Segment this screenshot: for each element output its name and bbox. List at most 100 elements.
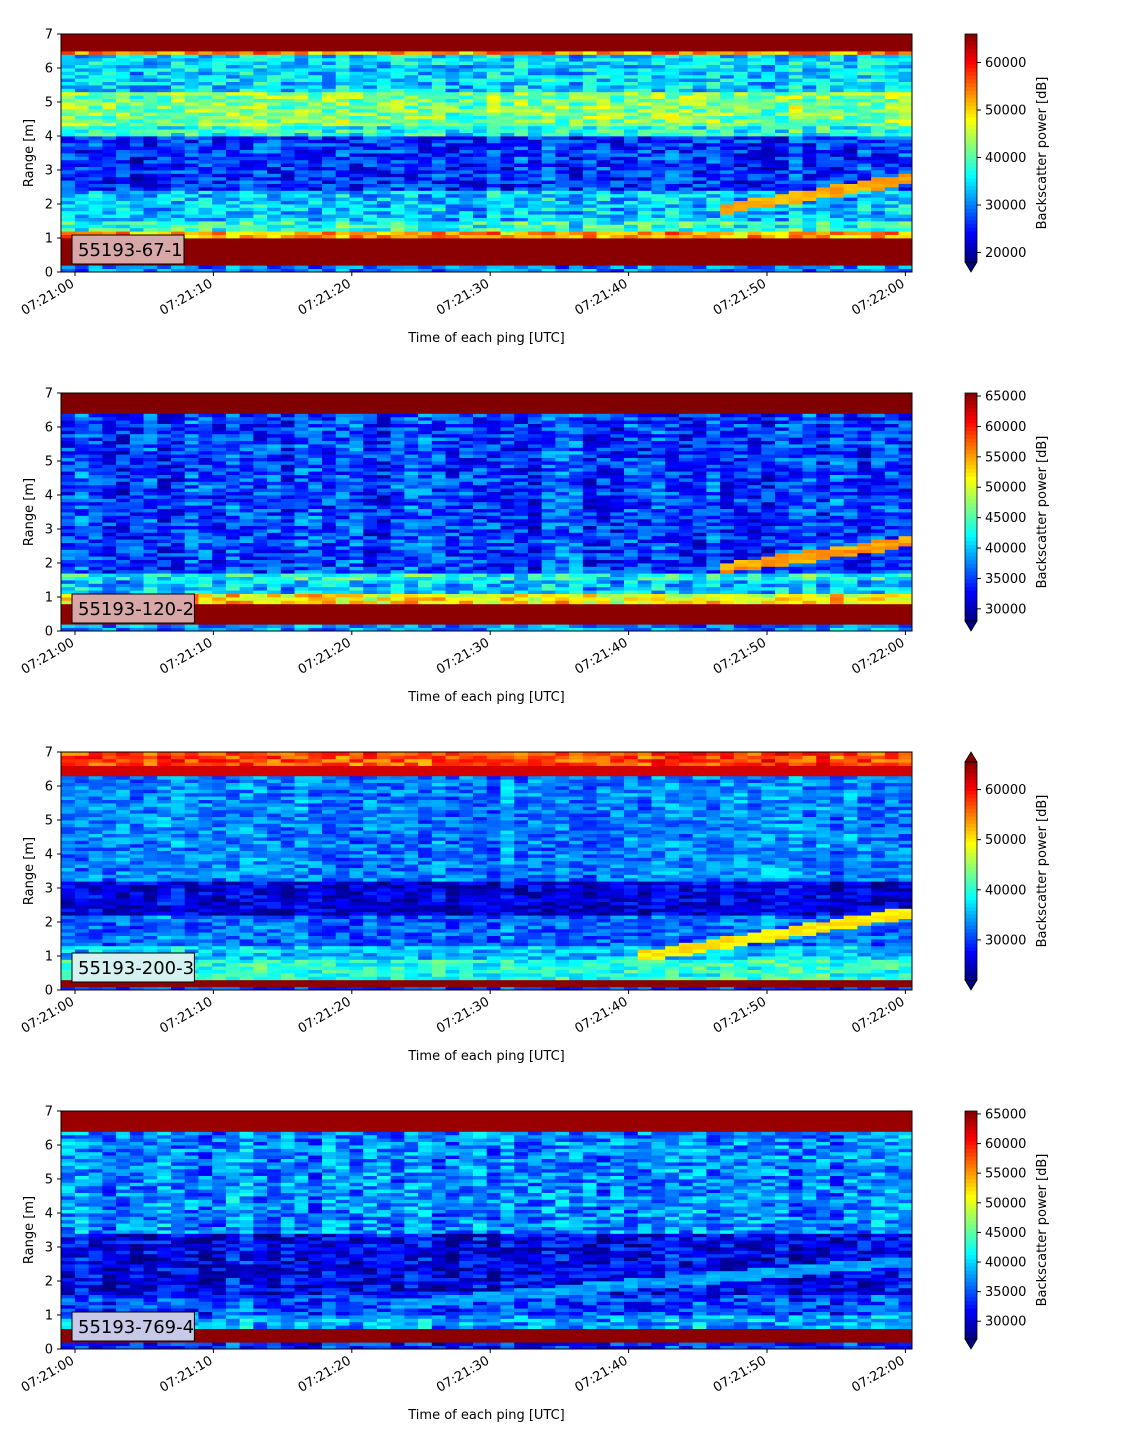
y-axis-label: Range [m] bbox=[22, 119, 37, 187]
colorbar-segment bbox=[965, 1255, 977, 1259]
colorbar-tick-label: 60000 bbox=[985, 56, 1026, 71]
colorbar-segment bbox=[965, 133, 977, 137]
x-tick-label: 07:21:20 bbox=[296, 635, 354, 677]
colorbar-segment bbox=[965, 412, 977, 416]
colorbar-segment bbox=[965, 1153, 977, 1157]
y-tick-label: 5 bbox=[45, 1173, 53, 1188]
colorbar-segment bbox=[965, 1164, 977, 1168]
y-tick-label: 4 bbox=[45, 130, 53, 145]
colorbar-segment bbox=[965, 606, 977, 610]
colorbar-segment bbox=[965, 1229, 977, 1233]
colorbar-segment bbox=[965, 813, 977, 817]
colorbar-extend-min bbox=[965, 980, 977, 990]
colorbar-segment bbox=[965, 526, 977, 530]
y-tick-label: 0 bbox=[45, 984, 53, 999]
colorbar-segment bbox=[965, 1119, 977, 1123]
colorbar-tick-label: 20000 bbox=[985, 246, 1026, 261]
colorbar-segment bbox=[965, 1149, 977, 1153]
colorbar-segment bbox=[965, 955, 977, 959]
colorbar-segment bbox=[965, 1115, 977, 1119]
y-tick-label: 6 bbox=[45, 62, 53, 77]
colorbar-tick-label: 30000 bbox=[985, 933, 1026, 948]
colorbar-segment bbox=[965, 68, 977, 72]
panel-label: 55193-200-3 bbox=[78, 958, 194, 979]
colorbar-segment bbox=[965, 835, 977, 839]
colorbar-segment bbox=[965, 140, 977, 144]
colorbar-segment bbox=[965, 541, 977, 545]
colorbar-segment bbox=[965, 499, 977, 503]
colorbar-tick-label: 45000 bbox=[985, 511, 1026, 526]
colorbar-segment bbox=[965, 454, 977, 458]
colorbar-segment bbox=[965, 867, 977, 871]
colorbar-segment bbox=[965, 1126, 977, 1130]
colorbar-segment bbox=[965, 1282, 977, 1286]
colorbar-segment bbox=[965, 849, 977, 853]
colorbar-segment bbox=[965, 560, 977, 564]
colorbar-extend-max bbox=[965, 752, 977, 762]
x-tick-label: 07:22:00 bbox=[849, 994, 907, 1036]
colorbar-segment bbox=[965, 817, 977, 821]
colorbar-label: Backscatter power [dB] bbox=[1035, 77, 1050, 230]
colorbar-segment bbox=[965, 918, 977, 922]
colorbar-segment bbox=[965, 1210, 977, 1214]
colorbar-segment bbox=[965, 216, 977, 220]
colorbar-tick-label: 60000 bbox=[985, 783, 1026, 798]
colorbar-segment bbox=[965, 492, 977, 496]
colorbar-segment bbox=[965, 853, 977, 857]
colorbar-segment bbox=[965, 76, 977, 80]
colorbar-segment bbox=[965, 83, 977, 87]
colorbar-tick-label: 45000 bbox=[985, 1226, 1026, 1241]
y-tick-label: 3 bbox=[45, 882, 53, 897]
x-tick-label: 07:21:50 bbox=[711, 276, 769, 318]
y-tick-label: 4 bbox=[45, 848, 53, 863]
colorbar-segment bbox=[965, 762, 977, 766]
colorbar-segment bbox=[965, 1138, 977, 1142]
panel-label: 55193-120-2 bbox=[78, 599, 194, 620]
colorbar-segment bbox=[965, 114, 977, 118]
colorbar-segment bbox=[965, 247, 977, 251]
colorbar-segment bbox=[965, 549, 977, 553]
y-axis-label: Range [m] bbox=[22, 478, 37, 546]
colorbar-segment bbox=[965, 235, 977, 239]
colorbar-segment bbox=[965, 197, 977, 201]
x-tick-label: 07:21:10 bbox=[157, 1353, 215, 1395]
colorbar-segment bbox=[965, 34, 977, 38]
x-axis-label: Time of each ping [UTC] bbox=[407, 1408, 565, 1423]
x-tick-label: 07:22:00 bbox=[849, 1353, 907, 1395]
colorbar-tick-label: 55000 bbox=[985, 450, 1026, 465]
colorbar-segment bbox=[965, 423, 977, 427]
y-tick-label: 7 bbox=[45, 1105, 53, 1120]
colorbar-segment bbox=[965, 556, 977, 560]
colorbar-segment bbox=[965, 167, 977, 171]
colorbar-segment bbox=[965, 889, 977, 893]
colorbar-segment bbox=[965, 1297, 977, 1301]
x-tick-label: 07:21:30 bbox=[434, 1353, 492, 1395]
colorbar-label: Backscatter power [dB] bbox=[1035, 795, 1050, 948]
x-tick-label: 07:21:50 bbox=[711, 1353, 769, 1395]
colorbar-segment bbox=[965, 537, 977, 541]
panel-label: 55193-67-1 bbox=[78, 240, 183, 261]
colorbar-segment bbox=[965, 878, 977, 882]
colorbar-segment bbox=[965, 780, 977, 784]
colorbar-segment bbox=[965, 1324, 977, 1328]
colorbar: 3000035000400004500050000550006000065000… bbox=[965, 390, 1050, 631]
colorbar-segment bbox=[965, 518, 977, 522]
colorbar-segment bbox=[965, 243, 977, 247]
colorbar-segment bbox=[965, 1320, 977, 1324]
colorbar-segment bbox=[965, 148, 977, 152]
colorbar-segment bbox=[965, 594, 977, 598]
colorbar-segment bbox=[965, 838, 977, 842]
colorbar-segment bbox=[965, 435, 977, 439]
colorbar-segment bbox=[965, 915, 977, 919]
colorbar-segment bbox=[965, 95, 977, 99]
colorbar-extend-min bbox=[965, 621, 977, 631]
colorbar-segment bbox=[965, 1278, 977, 1282]
colorbar-segment bbox=[965, 787, 977, 791]
x-tick-label: 07:21:20 bbox=[296, 276, 354, 318]
colorbar-segment bbox=[965, 1206, 977, 1210]
colorbar-segment bbox=[965, 507, 977, 511]
